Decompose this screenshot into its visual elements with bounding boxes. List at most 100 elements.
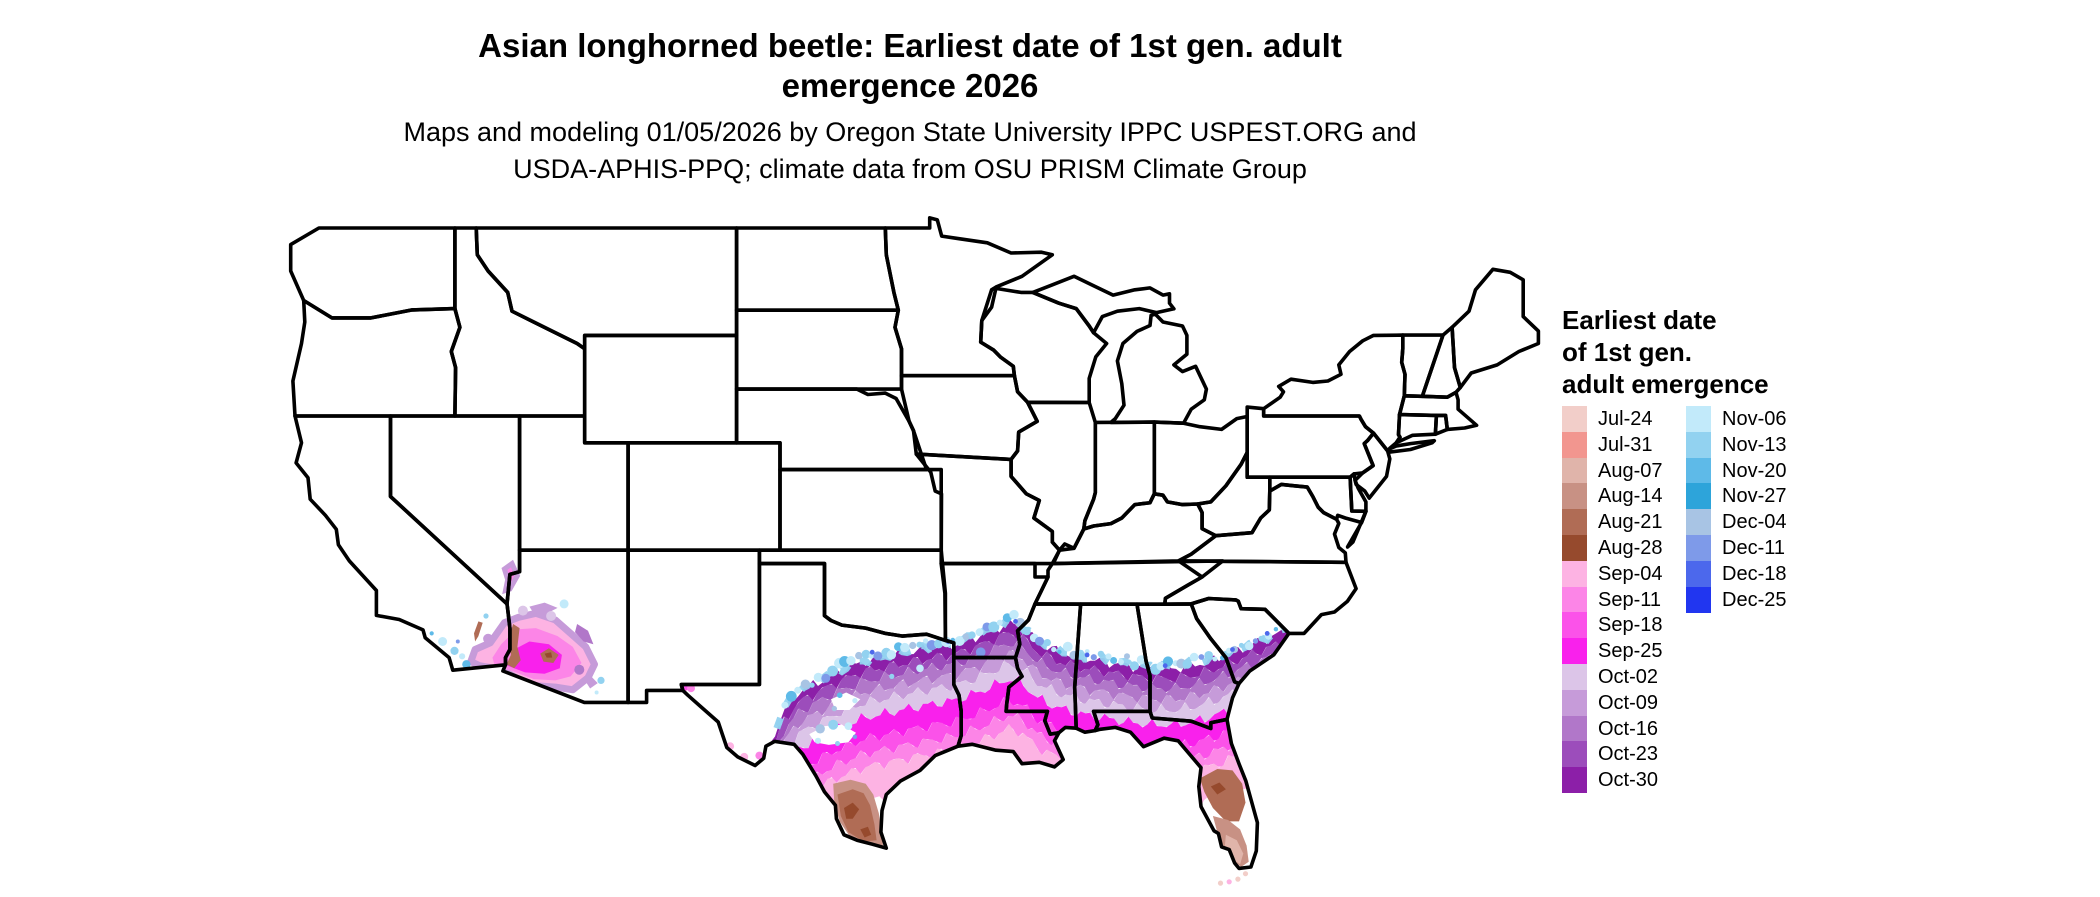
nov-speck [831, 705, 837, 712]
sw-nov-speck [459, 653, 466, 660]
state-fill-in [1083, 422, 1155, 529]
state-fill-nd [736, 228, 899, 311]
sw-oct-fringe [575, 624, 594, 645]
state-border-dmv [1345, 509, 1368, 549]
nov-speck [1118, 659, 1124, 665]
state-fill-me [1452, 269, 1539, 388]
state-border-mn [883, 216, 1055, 378]
state-fill-ne [736, 389, 927, 470]
state-border-wi [978, 286, 1109, 405]
dec-speck [1013, 619, 1018, 624]
nov-speck [1258, 635, 1264, 642]
sw-ca-aug21-streak [474, 621, 483, 642]
state-border-wv [1195, 450, 1272, 538]
south-texas-aug28 [844, 802, 860, 819]
title-line-2: emergence 2026 [781, 67, 1039, 104]
nov-speck [1097, 650, 1105, 658]
south-texas-aug28 [860, 826, 872, 838]
state-border-li [1386, 438, 1437, 454]
nov-speck [836, 692, 843, 698]
nov-speck [1035, 636, 1044, 646]
nov-speck [886, 650, 897, 660]
state-borders-layer [288, 216, 1541, 871]
state-fill-mil [1110, 314, 1207, 424]
state-border-az [501, 548, 630, 705]
state-fill-co [628, 442, 780, 551]
title-line-1: Asian longhorned beetle: Earliest date o… [478, 27, 1342, 64]
state-fill-wi [980, 288, 1107, 403]
state-fill-nc [1164, 560, 1357, 634]
florida-keys-speck [1235, 876, 1241, 882]
nov-speck [1182, 659, 1193, 669]
nov-speck [909, 641, 917, 650]
nov-speck [1238, 642, 1244, 648]
state-fill-id [451, 228, 585, 416]
nov-speck [968, 631, 976, 639]
state-fill-sd [736, 310, 902, 390]
state-fill-va [1178, 484, 1346, 563]
nov-speck [975, 647, 986, 657]
central-florida-aug28 [1210, 782, 1226, 795]
nov-speck [775, 719, 783, 727]
nov-speck [1212, 656, 1218, 662]
nov-speck [846, 656, 856, 666]
state-fill-wv [1197, 452, 1270, 536]
subtitle-line-1: Maps and modeling 01/05/2026 by Oregon S… [403, 117, 1417, 147]
state-fill-md [1269, 477, 1366, 523]
nov-speck [900, 642, 910, 653]
state-fill-nm [628, 550, 760, 703]
state-fill-ca [295, 416, 510, 671]
state-fill-wa [290, 228, 455, 318]
state-fill-sc [1191, 598, 1289, 684]
emergence-band [770, 675, 1289, 812]
state-fill-wy [584, 335, 737, 443]
nov-speck [1084, 649, 1090, 654]
sw-oct-fringe [585, 676, 598, 689]
state-fill-il [1011, 402, 1096, 551]
nov-speck [988, 621, 1000, 633]
nov-speck [1198, 654, 1205, 660]
dec-speck [869, 649, 875, 655]
nov-speck [855, 651, 863, 660]
nov-speck [1273, 627, 1279, 632]
subtitle-line-2: USDA-APHIS-PPQ; climate data from OSU PR… [513, 154, 1307, 184]
state-fill-ks [780, 469, 942, 551]
sw-oct-fringe [529, 602, 558, 615]
nov-speck [934, 639, 944, 649]
nov-speck [1204, 651, 1213, 660]
state-fill-ky [1052, 493, 1216, 564]
sw-oct-speck [546, 611, 557, 621]
nov-speck [916, 664, 924, 673]
nov-speck [1252, 638, 1259, 644]
nov-speck [1189, 652, 1199, 662]
dec-speck [1162, 663, 1168, 669]
nov-speck [800, 679, 811, 689]
nov-speck [954, 636, 965, 646]
state-fill-ut [519, 416, 629, 551]
nov-speck [923, 638, 929, 644]
sw-nov-speck [483, 613, 489, 619]
nov-speck [781, 701, 789, 709]
nov-speck [821, 673, 831, 683]
state-border-me [1450, 267, 1541, 390]
dec-speck [1230, 647, 1235, 652]
central-florida-aug21 [1199, 769, 1246, 822]
nov-speck [1051, 646, 1057, 653]
state-fill-ok [759, 550, 946, 641]
nov-speck [1090, 654, 1097, 661]
sw-nov-speck [462, 660, 471, 669]
nov-speck [975, 628, 984, 637]
nov-speck [1105, 653, 1112, 660]
dec-speck [1264, 631, 1270, 636]
state-border-miu [1031, 274, 1176, 335]
state-fill-ny [1263, 335, 1405, 451]
nov-speck [1245, 641, 1254, 651]
emergence-band [770, 696, 1289, 828]
nov-speck [852, 734, 858, 739]
states-layer [290, 217, 1539, 869]
sw-nov-speck [597, 676, 605, 685]
nov-speck [889, 673, 895, 680]
state-border-mil [1109, 312, 1209, 425]
